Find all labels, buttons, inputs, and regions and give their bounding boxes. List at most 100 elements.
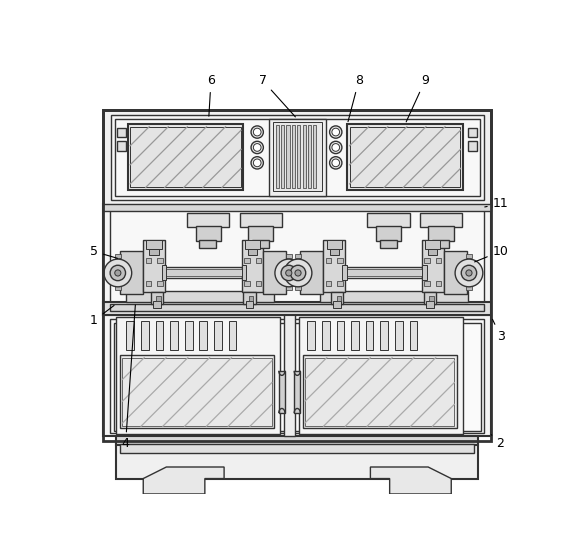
Bar	[425, 258, 430, 263]
Text: 6: 6	[207, 74, 215, 116]
Circle shape	[286, 270, 292, 276]
Bar	[151, 292, 164, 304]
Bar	[466, 254, 472, 258]
Bar	[120, 444, 474, 453]
Bar	[308, 125, 311, 188]
Bar	[422, 240, 444, 292]
Polygon shape	[143, 467, 224, 494]
Bar	[162, 265, 166, 280]
Bar	[423, 292, 436, 304]
Bar	[286, 275, 292, 279]
Bar	[295, 286, 301, 290]
Bar	[281, 125, 284, 188]
Bar	[165, 267, 242, 279]
Circle shape	[295, 270, 301, 276]
Bar	[338, 258, 343, 263]
Circle shape	[281, 265, 296, 281]
Bar	[286, 281, 292, 285]
Text: 11: 11	[485, 197, 509, 210]
Text: 7: 7	[259, 74, 295, 117]
Bar	[409, 321, 418, 350]
Bar	[303, 355, 456, 428]
Bar	[117, 128, 126, 138]
Bar	[200, 321, 207, 350]
Text: 1: 1	[90, 305, 114, 327]
Bar	[326, 281, 331, 286]
Bar	[249, 296, 253, 301]
Circle shape	[251, 142, 263, 154]
Bar	[295, 281, 301, 285]
Bar	[103, 313, 491, 436]
Bar	[170, 321, 178, 350]
Bar	[128, 124, 244, 190]
Bar	[432, 240, 449, 248]
Bar	[303, 125, 306, 188]
Bar	[103, 110, 491, 441]
Text: 4: 4	[122, 305, 135, 451]
Bar	[244, 258, 249, 263]
Bar	[295, 254, 301, 258]
Text: 5: 5	[90, 245, 118, 258]
Bar	[295, 270, 301, 274]
Bar	[295, 259, 301, 263]
Bar	[468, 128, 477, 138]
Bar	[115, 281, 121, 285]
Bar	[214, 321, 222, 350]
Circle shape	[329, 157, 342, 169]
Circle shape	[284, 259, 312, 287]
Bar	[286, 265, 292, 268]
Bar	[300, 251, 324, 294]
Bar	[185, 321, 193, 350]
Bar	[115, 254, 121, 258]
Circle shape	[253, 159, 261, 166]
Bar	[242, 240, 263, 292]
Bar	[351, 321, 359, 350]
Bar	[126, 321, 134, 350]
Bar	[425, 281, 430, 286]
Circle shape	[253, 128, 261, 136]
Bar	[143, 240, 165, 292]
Bar	[115, 259, 121, 263]
Bar	[246, 301, 253, 307]
Bar	[248, 249, 257, 255]
Bar	[117, 142, 126, 150]
Circle shape	[332, 159, 340, 166]
Bar	[115, 275, 121, 279]
Bar	[244, 292, 256, 304]
Bar	[428, 226, 454, 241]
Bar	[305, 357, 454, 426]
Circle shape	[275, 259, 303, 287]
Bar	[195, 226, 221, 241]
Bar	[466, 286, 472, 290]
Bar	[187, 213, 230, 227]
Bar	[345, 267, 422, 279]
Circle shape	[253, 144, 261, 152]
Bar	[126, 291, 274, 302]
Circle shape	[115, 270, 121, 276]
Bar	[466, 259, 472, 263]
Bar	[244, 281, 249, 286]
Bar	[146, 258, 151, 263]
Bar	[103, 204, 491, 315]
Bar	[466, 275, 472, 279]
Bar	[284, 313, 295, 436]
Bar	[295, 265, 301, 268]
Bar	[256, 258, 261, 263]
Bar	[120, 355, 274, 428]
Bar	[273, 122, 322, 191]
Bar	[350, 127, 461, 188]
Bar	[115, 119, 480, 196]
Bar	[122, 357, 272, 426]
Bar	[444, 251, 467, 294]
Bar	[329, 249, 339, 255]
Bar	[252, 240, 269, 248]
Bar	[248, 226, 273, 241]
Bar	[336, 296, 341, 301]
Bar	[294, 371, 300, 413]
Bar	[117, 444, 478, 478]
Bar	[256, 281, 261, 286]
Bar	[245, 240, 260, 249]
Bar	[367, 213, 409, 227]
Bar	[326, 258, 331, 263]
Bar	[103, 204, 491, 211]
